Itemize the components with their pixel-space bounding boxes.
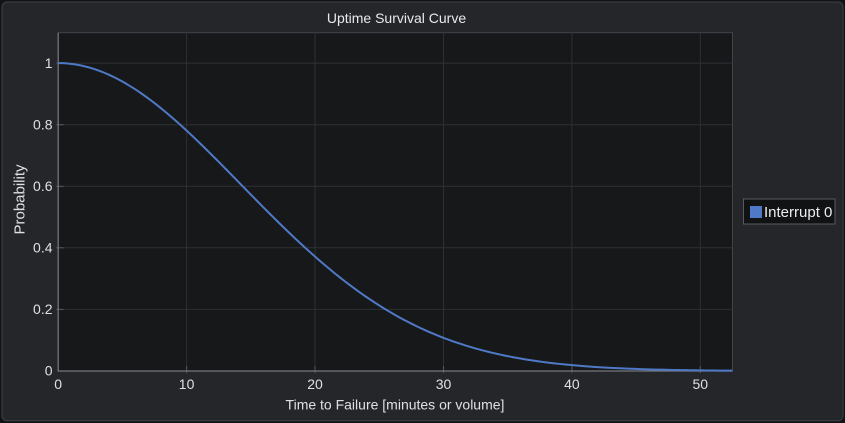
svg-text:0: 0	[54, 376, 62, 392]
svg-text:1: 1	[45, 55, 53, 71]
svg-text:0.8: 0.8	[33, 116, 53, 132]
svg-text:20: 20	[307, 376, 323, 392]
svg-text:0: 0	[45, 363, 53, 379]
svg-text:30: 30	[436, 376, 452, 392]
svg-text:Time to Failure [minutes or vo: Time to Failure [minutes or volume]	[286, 396, 505, 412]
svg-text:40: 40	[564, 376, 580, 392]
svg-text:Interrupt 0: Interrupt 0	[764, 204, 832, 221]
svg-text:Probability: Probability	[11, 164, 28, 235]
svg-text:0.6: 0.6	[33, 178, 53, 194]
svg-text:0.2: 0.2	[33, 301, 53, 317]
svg-text:Uptime Survival Curve: Uptime Survival Curve	[327, 10, 466, 26]
svg-text:10: 10	[179, 376, 195, 392]
svg-text:0.4: 0.4	[33, 240, 53, 256]
svg-text:50: 50	[693, 376, 709, 392]
